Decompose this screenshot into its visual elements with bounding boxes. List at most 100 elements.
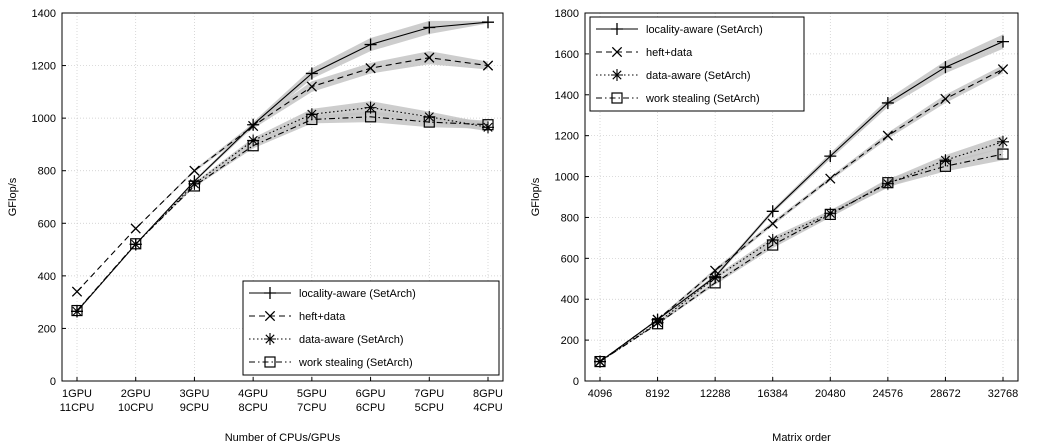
legend-entry-1: locality-aware (SetArch) (249, 287, 416, 300)
series-line (76, 116, 489, 311)
y-axis-label: GFlop/s (7, 177, 19, 216)
y-axis-label: GFlop/s (530, 177, 542, 216)
y-tick-label: 1600 (555, 49, 579, 61)
data-point (364, 101, 377, 114)
data-point (824, 207, 837, 220)
data-point (709, 277, 721, 289)
legend-marker (611, 92, 623, 104)
legend: locality-aware (SetArch) heft+data data-aw… (242, 280, 500, 376)
x-tick-label: 8192 (645, 388, 669, 400)
x-tick-label: 5CPU (415, 402, 444, 414)
series-line (76, 21, 489, 312)
data-point (824, 150, 837, 163)
data-point (247, 140, 259, 152)
data-point (651, 316, 664, 329)
data-point (881, 177, 894, 190)
series-line (76, 57, 489, 292)
y-tick-label: 600 (561, 253, 579, 265)
data-point (130, 238, 142, 250)
x-tick-label: 9CPU (180, 402, 209, 414)
x-tick-label: 24576 (873, 388, 904, 400)
y-tick-label: 1200 (555, 131, 579, 143)
y-tick-label: 1800 (555, 8, 579, 20)
data-point (939, 160, 952, 172)
data-point (997, 135, 1009, 148)
legend-marker (264, 356, 276, 368)
y-tick-label: 1400 (32, 8, 56, 20)
x-tick-label: 4096 (588, 388, 612, 400)
legend-label: data-aware (SetArch) (646, 70, 751, 82)
data-point (482, 60, 494, 71)
data-point (825, 173, 836, 184)
data-point (767, 218, 778, 229)
x-tick-label: 12288 (700, 388, 731, 400)
data-point (364, 38, 377, 51)
data-point (997, 35, 1009, 48)
y-tick-label: 1000 (32, 113, 56, 125)
legend-entry-2: heft+data (596, 46, 693, 59)
legend-marker (264, 333, 276, 345)
data-point (824, 208, 836, 220)
y-tick-label: 200 (38, 323, 56, 335)
data-point (306, 81, 317, 92)
series-1 (594, 35, 1009, 368)
x-tick-label: 8GPU (473, 388, 503, 400)
legend-marker (611, 69, 623, 81)
x-axis-label: Matrix order (772, 432, 831, 444)
legend-marker (611, 46, 623, 58)
data-point (882, 177, 894, 189)
data-point (482, 121, 494, 134)
x-tick-label: 7CPU (297, 402, 326, 414)
data-point (129, 238, 142, 251)
legend-marker (611, 23, 623, 35)
legend-entry-2: heft+data (249, 310, 346, 323)
data-point (248, 120, 259, 132)
y-tick-label: 400 (561, 294, 579, 306)
data-point (881, 96, 894, 109)
plot-frame (584, 12, 1019, 382)
x-tick-label: 3GPU (179, 388, 209, 400)
series-line (599, 41, 1004, 363)
legend-entry-4: work stealing (SetArch) (249, 356, 413, 369)
x-axis-label: Number of CPUs/GPUs (225, 432, 341, 444)
series-line (599, 68, 1004, 363)
legend-label: heft+data (646, 47, 693, 59)
y-tick-label: 0 (573, 376, 579, 388)
x-tick-label: 28672 (930, 388, 961, 400)
data-point (594, 355, 606, 368)
x-tick-label: 10CPU (118, 402, 154, 414)
x-tick-label: 7GPU (414, 388, 444, 400)
data-point (997, 64, 1009, 75)
x-tick-label: 8CPU (238, 402, 267, 414)
legend-entry-4: work stealing (SetArch) (596, 92, 760, 105)
y-tick-label: 1000 (555, 172, 579, 184)
series-band-4 (600, 147, 1003, 362)
data-point (71, 286, 83, 297)
data-point (365, 63, 376, 74)
legend-label: locality-aware (SetArch) (299, 288, 416, 300)
legend-label: work stealing (SetArch) (298, 357, 413, 369)
legend-entry-3: data-aware (SetArch) (596, 69, 751, 82)
x-tick-label: 4GPU (238, 388, 268, 400)
chart-panel-2: 0 200 400 600 800 1000 1200 1400 1600 1800 4096 819… (530, 8, 1019, 444)
data-point (939, 154, 952, 167)
y-tick-label: 800 (561, 212, 579, 224)
data-point (766, 205, 779, 218)
x-tick-label: 5GPU (297, 388, 327, 400)
data-point (939, 61, 952, 74)
series-4 (71, 111, 494, 317)
data-point (364, 111, 377, 123)
data-point (71, 304, 83, 317)
data-point (247, 118, 260, 131)
data-point (424, 52, 435, 63)
x-tick-label: 11CPU (60, 402, 95, 414)
series-band-2 (77, 51, 488, 292)
x-tick-label: 1GPU (62, 388, 92, 400)
data-point (188, 177, 201, 190)
legend-label: data-aware (SetArch) (299, 334, 404, 346)
legend-marker (264, 287, 276, 299)
data-point (710, 265, 721, 276)
y-tick-label: 1200 (32, 61, 56, 73)
data-point (882, 130, 893, 141)
legend: locality-aware (SetArch) heft+data data-aw… (589, 16, 805, 112)
